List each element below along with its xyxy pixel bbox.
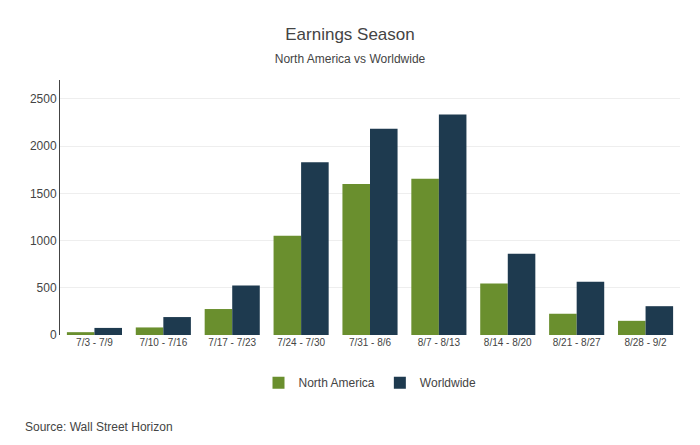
svg-text:8/21 - 8/27: 8/21 - 8/27 [553,337,601,348]
svg-text:1000: 1000 [30,234,57,248]
svg-text:7/17 - 7/23: 7/17 - 7/23 [208,337,256,348]
svg-text:500: 500 [37,281,57,295]
svg-text:8/14 - 8/20: 8/14 - 8/20 [484,337,532,348]
svg-text:7/3 - 7/9: 7/3 - 7/9 [76,337,113,348]
svg-text:1500: 1500 [30,187,57,201]
svg-text:Earnings Season: Earnings Season [285,25,414,44]
svg-text:7/24 - 7/30: 7/24 - 7/30 [277,337,325,348]
svg-text:0: 0 [50,328,57,342]
svg-text:8/7 - 8/13: 8/7 - 8/13 [418,337,461,348]
svg-text:7/10 - 7/16: 7/10 - 7/16 [139,337,187,348]
svg-text:Source: Wall Street Horizon: Source: Wall Street Horizon [25,420,173,434]
svg-text:North America vs Worldwide: North America vs Worldwide [275,52,426,66]
svg-text:7/31 - 8/6: 7/31 - 8/6 [349,337,392,348]
svg-text:Worldwide: Worldwide [420,376,476,390]
svg-text:North America: North America [299,376,375,390]
svg-text:2500: 2500 [30,92,57,106]
svg-text:2000: 2000 [30,139,57,153]
svg-text:8/28 - 9/2: 8/28 - 9/2 [624,337,667,348]
